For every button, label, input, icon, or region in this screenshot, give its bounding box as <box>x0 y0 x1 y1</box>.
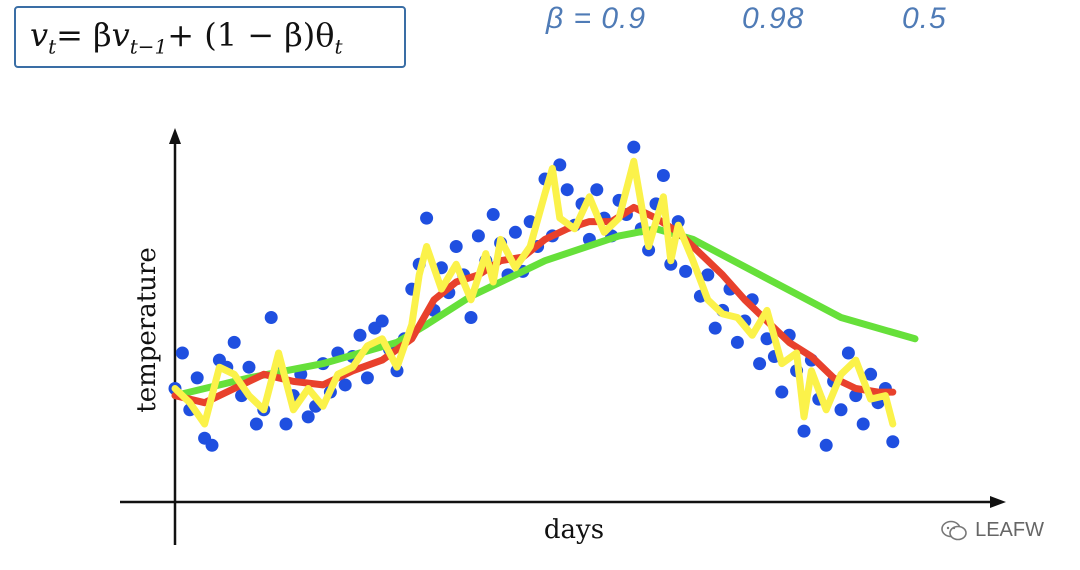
data-point-72 <box>701 268 715 282</box>
data-point-79 <box>753 357 767 371</box>
data-point-69 <box>679 264 693 278</box>
x-axis-label: days <box>544 515 604 545</box>
axes <box>120 128 1006 545</box>
data-point-76 <box>730 335 744 349</box>
beta-note-1: 0.98 <box>742 2 805 35</box>
data-point-23 <box>338 378 352 392</box>
data-point-26 <box>360 371 374 385</box>
data-point-53 <box>560 183 574 197</box>
data-point-66 <box>656 169 670 182</box>
points-layer <box>168 140 900 452</box>
series-line-1 <box>171 203 897 407</box>
data-point-82 <box>775 385 789 399</box>
data-point-85 <box>797 424 811 438</box>
data-point-90 <box>834 403 848 417</box>
data-point-18 <box>301 410 315 424</box>
data-point-1 <box>175 346 189 360</box>
data-point-52 <box>553 158 567 172</box>
data-point-94 <box>864 367 878 381</box>
data-point-5 <box>205 438 219 452</box>
data-point-3 <box>190 371 204 385</box>
data-point-73 <box>708 321 722 335</box>
data-point-80 <box>760 332 774 346</box>
formula-box: vt = βvt−1 + (1 − β)θt <box>14 6 406 68</box>
data-point-41 <box>471 229 485 243</box>
data-point-57 <box>590 183 604 197</box>
y-axis-label: temperature <box>132 247 162 412</box>
data-point-10 <box>242 360 256 374</box>
data-point-34 <box>420 211 434 225</box>
data-point-46 <box>508 225 522 239</box>
beta-note-2: 0.5 <box>902 2 947 35</box>
series-line-2 <box>171 157 897 428</box>
formula-text: vt = βvt−1 + (1 − β)θt <box>30 15 343 59</box>
data-point-91 <box>841 346 855 360</box>
data-point-25 <box>353 328 367 342</box>
data-point-28 <box>375 314 389 328</box>
data-point-62 <box>627 140 641 154</box>
data-point-40 <box>464 311 478 324</box>
y-axis-arrow-icon <box>169 128 181 144</box>
x-axis-arrow-icon <box>990 496 1006 508</box>
watermark: LEAFW <box>941 519 1044 542</box>
series-layer <box>171 157 919 428</box>
data-point-97 <box>886 435 900 449</box>
data-point-43 <box>486 208 500 222</box>
data-point-13 <box>264 311 278 324</box>
series-line-0 <box>171 225 919 400</box>
beta-note-0: β = 0.9 <box>546 2 647 35</box>
chat-bubble-icon <box>941 520 967 540</box>
watermark-text: LEAFW <box>975 519 1044 541</box>
data-point-15 <box>279 417 293 431</box>
data-point-38 <box>449 240 463 253</box>
data-point-88 <box>819 438 833 452</box>
data-point-8 <box>227 335 241 349</box>
data-point-11 <box>249 417 263 431</box>
data-point-93 <box>856 417 870 431</box>
